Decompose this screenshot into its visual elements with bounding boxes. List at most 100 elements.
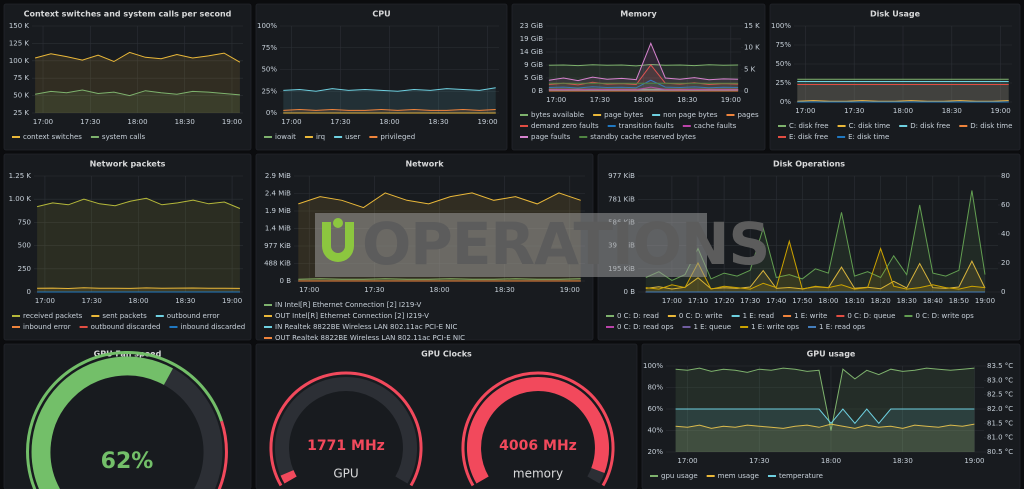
x-tick-label: 19:00: [222, 118, 242, 126]
legend-label: page bytes: [604, 111, 643, 119]
legend-swatch: [12, 326, 20, 328]
y-tick-label: 1.25 K: [9, 172, 32, 180]
legend-swatch: [264, 337, 272, 339]
legend-label: user: [345, 133, 360, 141]
x-tick-label: 17:00: [33, 118, 53, 126]
panel-title: CPU: [372, 10, 390, 19]
y-tick-label: 75 K: [13, 74, 29, 82]
legend-swatch: [607, 125, 616, 127]
series-line: [548, 64, 739, 86]
gauge-value: 1771 MHz: [307, 438, 385, 454]
y2-tick-label: 81.0 °C: [987, 434, 1013, 442]
series-line: [548, 63, 739, 67]
legend-label: 1 E: read ops: [819, 323, 865, 331]
legend-swatch: [731, 315, 740, 317]
y2-tick-label: 40: [1001, 230, 1010, 238]
series-area: [645, 261, 985, 292]
legend-swatch: [682, 326, 691, 328]
legend-swatch: [334, 136, 343, 138]
legend-swatch: [726, 114, 735, 116]
x-tick-label: 18:10: [844, 297, 864, 305]
panel-title: GPU Clocks: [421, 350, 472, 359]
y-tick-label: 250: [18, 265, 31, 273]
legend-swatch: [264, 304, 272, 306]
y-tick-label: 25 K: [13, 109, 29, 117]
legend-swatch: [520, 114, 528, 116]
series-area: [283, 87, 496, 113]
y-tick-label: 75%: [261, 44, 277, 52]
legend-swatch: [650, 475, 658, 477]
y2-tick-label: 60: [1001, 201, 1010, 209]
legend-swatch: [520, 125, 528, 127]
y-tick-label: 977 KiB: [264, 242, 291, 250]
legend-label: 0 C: D: read ops: [617, 323, 674, 331]
legend-label: C: disk time: [849, 122, 891, 130]
x-tick-label: 18:00: [893, 107, 913, 115]
gauge-value: 62%: [101, 449, 154, 474]
legend-swatch: [904, 315, 913, 317]
series-area: [797, 84, 1009, 102]
panel-title: Memory: [620, 10, 657, 19]
y-tick-label: 23 GiB: [520, 22, 544, 30]
x-tick-label: 17:10: [688, 297, 708, 305]
x-tick-label: 18:30: [893, 457, 913, 465]
legend-swatch: [304, 136, 313, 138]
y2-tick-label: 10 K: [744, 44, 760, 52]
y-tick-label: 25%: [261, 87, 277, 95]
watermark-logo-dot: [333, 218, 343, 228]
y-tick-label: 500: [18, 242, 31, 250]
x-tick-label: 17:00: [281, 118, 301, 126]
x-tick-label: 18:00: [379, 118, 399, 126]
x-tick-label: 19:00: [721, 96, 741, 104]
gauge-threshold: [217, 420, 228, 489]
series-area: [675, 409, 975, 452]
x-tick-label: 17:30: [330, 118, 350, 126]
legend-label: IN Intel[R] Ethernet Connection [2] I219…: [275, 301, 421, 309]
y-tick-label: 0 B: [624, 288, 636, 296]
y2-tick-label: 81.5 °C: [987, 419, 1013, 427]
y2-tick-label: 0: [1001, 288, 1005, 296]
y2-tick-label: 0: [744, 87, 748, 95]
series-area: [548, 43, 739, 91]
x-tick-label: 18:40: [923, 297, 943, 305]
y-tick-label: 9 GiB: [524, 61, 543, 69]
legend-label: outbound error: [167, 312, 220, 320]
series-area: [675, 368, 975, 452]
gauge-label: GPU: [333, 467, 358, 481]
series-area: [548, 65, 739, 91]
legend-label: 1 E: read: [743, 312, 774, 320]
y-tick-label: 1.9 MiB: [265, 207, 291, 215]
x-tick-label: 18:00: [128, 297, 148, 305]
series-line: [548, 79, 739, 89]
x-tick-label: 18:30: [942, 107, 962, 115]
legend-swatch: [606, 315, 614, 317]
legend-swatch: [899, 125, 908, 127]
y-tick-label: 5 GiB: [524, 74, 543, 82]
legend-swatch: [767, 475, 776, 477]
legend-swatch: [706, 475, 715, 477]
legend-swatch: [959, 125, 968, 127]
y-tick-label: 125 K: [9, 39, 30, 47]
legend-swatch: [369, 136, 378, 138]
series-area: [37, 198, 240, 292]
legend-label: 1 E: queue: [694, 323, 732, 331]
series-line: [35, 89, 240, 97]
series-area: [675, 424, 975, 452]
gauge-value: 4006 MHz: [499, 438, 577, 454]
series-area: [548, 64, 739, 91]
gauge-track: [274, 377, 418, 484]
series-line: [548, 41, 739, 82]
y-tick-label: 40%: [647, 427, 663, 435]
watermark-box: [315, 213, 707, 277]
x-tick-label: 17:30: [844, 107, 864, 115]
legend-label: D: disk time: [970, 122, 1012, 130]
legend-swatch: [778, 125, 786, 127]
legend-label: system calls: [102, 133, 146, 141]
legend-label: E: disk time: [848, 133, 889, 141]
y-tick-label: 977 KiB: [608, 172, 635, 180]
legend-swatch: [79, 326, 88, 328]
x-tick-label: 17:00: [795, 107, 815, 115]
legend-label: privileged: [380, 133, 415, 141]
legend-label: OUT Intel[R] Ethernet Connection [2] I21…: [275, 312, 429, 320]
x-tick-label: 17:40: [766, 297, 786, 305]
